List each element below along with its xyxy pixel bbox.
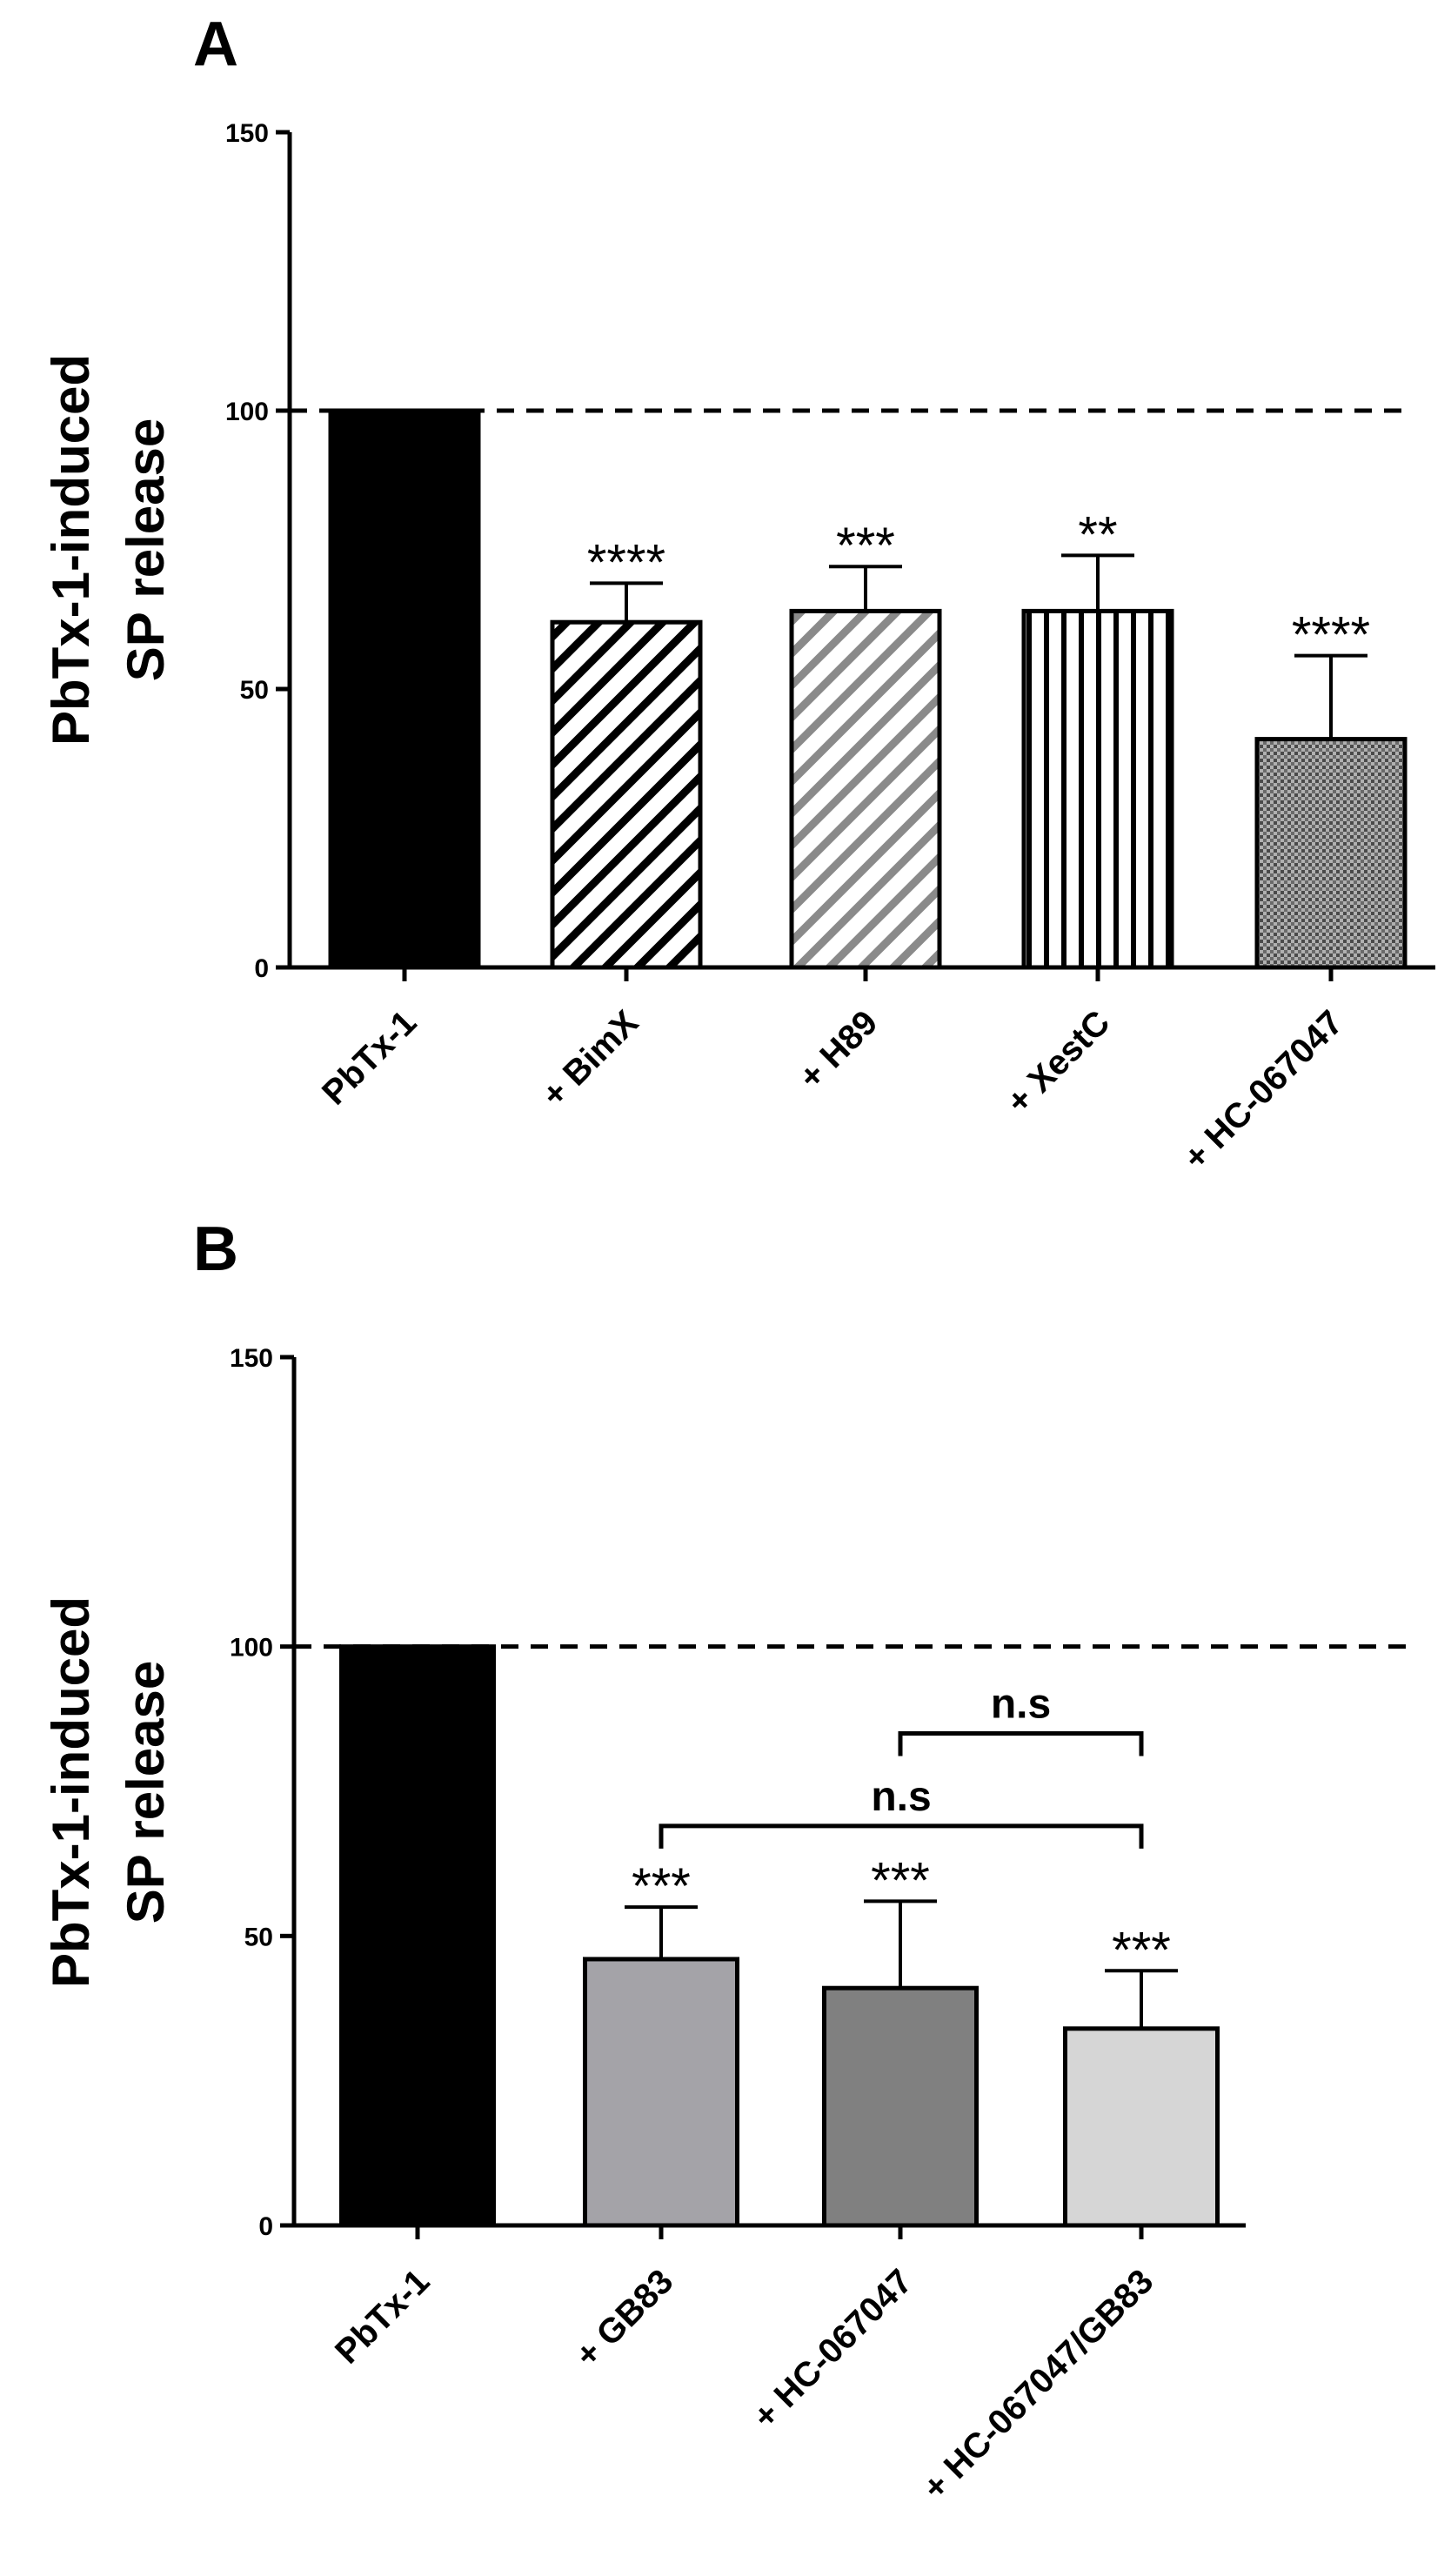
significance-3: *** (836, 518, 895, 574)
bars-b: *** *** *** n.s n.s (339, 1644, 1220, 2228)
significance-3: *** (871, 1852, 930, 1909)
x-tick-label-2: + GB83 (568, 2262, 680, 2374)
panel-letter-a: A (193, 10, 238, 79)
y-tick-label: 0 (258, 2212, 273, 2241)
y-tick-label: 150 (230, 1344, 273, 1373)
x-tick-label-3: + HC-067047 (746, 2262, 919, 2436)
significance-4: *** (1112, 1922, 1171, 1978)
bracket-1 (659, 1823, 1144, 1849)
x-tick-label-1: PbTx-1 (315, 1003, 424, 1112)
y-tick-label: 100 (225, 398, 269, 426)
x-tick-label-1: PbTx-1 (328, 2262, 437, 2371)
x-tick-label-3: + H89 (792, 1003, 885, 1096)
y-tick-label: 50 (244, 1923, 273, 1951)
significance-5: **** (1292, 607, 1370, 664)
y-axis-label-b: PbTx-1-induced SP release (42, 1596, 175, 1988)
significance-2: *** (632, 1858, 691, 1915)
bar-1 (339, 1644, 496, 2228)
y-axis-label-line-1: PbTx-1-induced (42, 1596, 100, 1988)
significance-2: **** (587, 534, 665, 591)
y-axis-label-a: PbTx-1-induced SP release (42, 354, 175, 746)
bracket-2 (898, 1730, 1144, 1756)
y-axis-label-line-1: PbTx-1-induced (42, 354, 100, 746)
x-tick-label-4: + HC-067047/GB83 (915, 2262, 1160, 2507)
bar-4 (1063, 2026, 1220, 2228)
y-axis-label-line-2: SP release (117, 1661, 175, 1924)
bracket-label-1: n.s (871, 1774, 931, 1820)
y-tick-label: 150 (225, 119, 269, 148)
bar-3 (822, 1985, 979, 2228)
x-tick-labels-b: PbTx-1 + GB83 + HC-067047+ HC-067047/GB83 (328, 2262, 1160, 2507)
panel-b: B PbTx-1-induced SP release 0 50 100 150 ***… (42, 1214, 1414, 2507)
significance-4: ** (1078, 506, 1117, 563)
x-tick-label-5: + HC-067047 (1176, 1003, 1350, 1177)
bar-2 (583, 1957, 739, 2228)
x-tick-label-2: + BimX (535, 1003, 646, 1114)
bar-2 (550, 619, 703, 970)
bars-a: **** *** ****** (328, 408, 1408, 970)
bar-5 (1254, 737, 1408, 970)
y-tick-label: 50 (240, 676, 269, 705)
panel-letter-b: B (193, 1214, 238, 1284)
x-tick-labels-a: PbTx-1 + BimX + H89 + XestC + HC-067047 (315, 1003, 1350, 1177)
bar-1 (328, 408, 481, 970)
y-axis-label-line-2: SP release (117, 418, 175, 682)
bar-3 (789, 608, 942, 970)
x-tick-label-4: + XestC (1000, 1003, 1118, 1121)
y-tick-label: 0 (254, 954, 269, 983)
bar-4 (1021, 608, 1174, 970)
bracket-label-2: n.s (991, 1681, 1051, 1727)
y-tick-label: 100 (230, 1634, 273, 1663)
